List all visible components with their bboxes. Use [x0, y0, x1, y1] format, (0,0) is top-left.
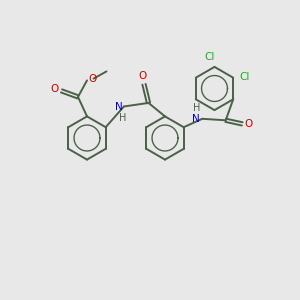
Text: N: N [115, 101, 122, 112]
Text: H: H [193, 103, 201, 113]
Text: H: H [119, 113, 126, 123]
Text: Cl: Cl [240, 72, 250, 82]
Text: O: O [89, 74, 97, 84]
Text: O: O [138, 71, 146, 81]
Text: O: O [244, 119, 252, 129]
Text: O: O [50, 84, 58, 94]
Text: N: N [192, 114, 200, 124]
Text: Cl: Cl [204, 52, 214, 61]
